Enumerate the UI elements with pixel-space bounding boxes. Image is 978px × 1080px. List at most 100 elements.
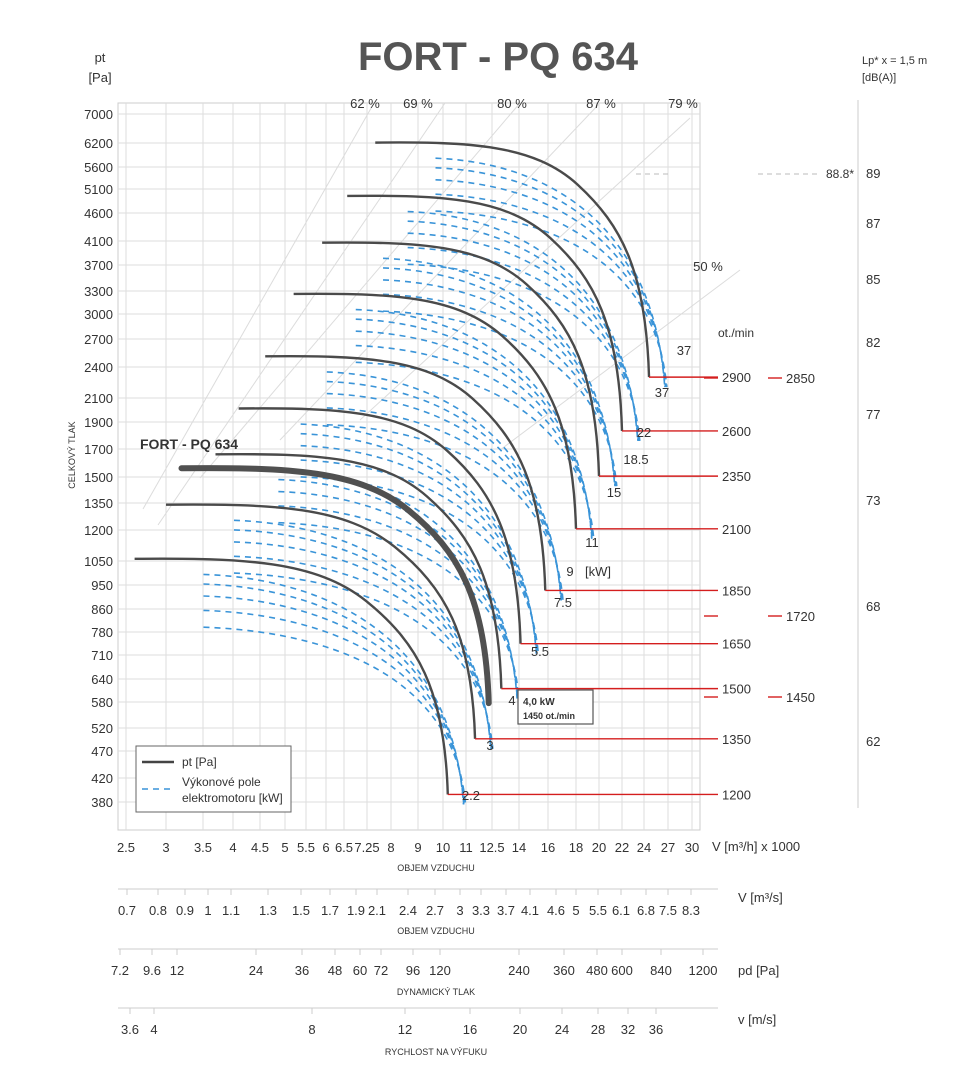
scale-tick-label: 480 [586,963,608,978]
scale-tick-label: 48 [328,963,342,978]
rpm-lines [447,376,782,796]
motor-power-curve [233,519,492,749]
scale-tick-label: 32 [621,1022,635,1037]
x-tick-label: 16 [541,840,555,855]
scale-tick-label: 9.6 [143,963,161,978]
rpm-label: 2100 [722,522,751,537]
motor-power-curve [326,392,563,601]
x-tick-label: 10 [436,840,450,855]
right-unit-top: Lp* x = 1,5 m [862,55,927,67]
callout-power: 4,0 kW [523,697,555,708]
motor-power-curve [233,572,494,749]
motor-power-curve [233,541,493,749]
callout-rpm: 1450 ot./min [523,711,575,721]
db-tick-label: 62 [866,734,880,749]
x-tick-label: 22 [615,840,629,855]
y-tick-label: 420 [91,771,113,786]
y-tick-label: 1900 [84,415,113,430]
motor-power-curve [435,167,666,388]
motor-power-curve [326,371,562,601]
scale-unit: V [m³/s] [738,890,783,905]
x-tick-label: 4.5 [251,840,269,855]
x-tick-label: 20 [592,840,606,855]
rpm-label: 1650 [722,637,751,652]
y-tick-label: 380 [91,795,113,810]
rpm-header: ot./min [718,326,754,340]
motor-power-label: 5.5 [531,644,549,659]
legend-item-pt: pt [Pa] [182,755,217,769]
scale-tick-label: 6.8 [637,903,655,918]
y-tick-label: 1050 [84,554,113,569]
x-tick-label: 5.5 [297,840,315,855]
scale-tick-label: 1 [204,903,211,918]
motor-power-curve [355,361,595,539]
scale-tick-label: 4 [150,1022,157,1037]
legend: pt [Pa] Výkonové pole elektromotoru [kW] [135,745,292,813]
scale-tick-label: 240 [508,963,530,978]
x-tick-label: 3.5 [194,840,212,855]
x-tick-label: 5 [281,840,288,855]
motor-power-curve [300,423,538,654]
db-tick-label: 68 [866,599,880,614]
scale-tick-label: 36 [649,1022,663,1037]
scale-tick-label: 1.7 [321,903,339,918]
y-tick-label: 520 [91,721,113,736]
y-tick-label: 2100 [84,391,113,406]
scale-tick-label: 1200 [689,963,718,978]
rpm-side-label: 1450 [786,690,815,705]
efficiency-label: 80 % [497,96,527,111]
y-tick-label: 3000 [84,307,113,322]
y-tick-label: 860 [91,602,113,617]
scale-tick-label: 24 [555,1022,569,1037]
motor-power-label: 37 [655,385,669,400]
efficiency-label: 50 % [693,259,723,274]
scale-tick-label: 7.5 [659,903,677,918]
curve-label: FORT - PQ 634 [140,436,238,452]
scale-tick-label: 20 [513,1022,527,1037]
scale-tick-label: 1.5 [292,903,310,918]
motor-power-curve [435,210,668,388]
scale-tick-label: 2.1 [368,903,386,918]
motor-power-curve [435,193,667,388]
motor-power-curve [203,573,465,805]
pressure-curve [322,241,601,477]
x-tick-label: 6.5 [335,840,353,855]
scale-tick-label: 36 [295,963,309,978]
scale-tick-label: 96 [406,963,420,978]
chart-labels: 2900 2600 2350 2100 1850 1650 1500 1350 1200 2850… [462,343,815,803]
y-tick-label: 710 [91,648,113,663]
y-tick-label: 2400 [84,360,113,375]
scale-tick-label: 16 [463,1022,477,1037]
motor-power-curve [278,505,520,699]
operating-point-callout: 4,0 kW 1450 ot./min [517,689,594,725]
motor-power-label: 22 [637,425,651,440]
rpm-label: 2600 [722,424,751,439]
pressure-curve [293,292,578,529]
efficiency-label: 79 % [668,96,698,111]
scale-unit: v [m/s] [738,1012,776,1027]
pressure-curves [134,141,651,795]
scale-tick-label: 12 [398,1022,412,1037]
scale-tick-label: 28 [591,1022,605,1037]
motor-power-curve [300,476,540,654]
chart-title: FORT - PQ 634 [358,35,639,79]
motor-power-curve [203,609,466,805]
motor-power-label: 11 [585,535,599,550]
motor-power-label: 2.2 [462,788,480,803]
motor-power-label: 9 [566,564,573,579]
x-tick-label: 3 [162,840,169,855]
scale-tick-label: 2.4 [399,903,417,918]
x-unit: V [m³/h] x 1000 [712,839,800,854]
y-tick-label: 7000 [84,107,113,122]
x-tick-label: 2.5 [117,840,135,855]
motor-power-curve [326,407,564,601]
scale-tick-label: 72 [374,963,388,978]
scale-tick-label: 8 [308,1022,315,1037]
y-tick-label: 1200 [84,523,113,538]
y-tick-label: 6200 [84,136,113,151]
x-tick-label: 18 [569,840,583,855]
y-tick-label: 4600 [84,206,113,221]
motor-power-label: 7.5 [554,595,572,610]
motor-power-curve [383,310,618,487]
